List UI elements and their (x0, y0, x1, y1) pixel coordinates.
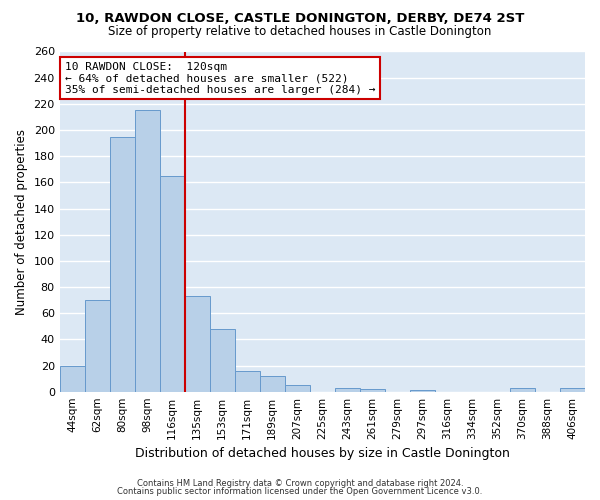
Text: Contains public sector information licensed under the Open Government Licence v3: Contains public sector information licen… (118, 487, 482, 496)
Bar (360, 389, 385, 392)
Bar (185, 296, 210, 392)
Y-axis label: Number of detached properties: Number of detached properties (15, 128, 28, 314)
Bar (235, 370, 260, 392)
Text: 10 RAWDON CLOSE:  120sqm
← 64% of detached houses are smaller (522)
35% of semi-: 10 RAWDON CLOSE: 120sqm ← 64% of detache… (65, 62, 376, 95)
Text: Size of property relative to detached houses in Castle Donington: Size of property relative to detached ho… (109, 25, 491, 38)
Bar (210, 329, 235, 392)
Bar (85, 300, 110, 392)
Bar (135, 110, 160, 392)
Bar (110, 136, 135, 392)
Bar (510, 388, 535, 392)
Bar (335, 388, 360, 392)
X-axis label: Distribution of detached houses by size in Castle Donington: Distribution of detached houses by size … (135, 447, 510, 460)
Bar (59, 366, 85, 392)
Text: Contains HM Land Registry data © Crown copyright and database right 2024.: Contains HM Land Registry data © Crown c… (137, 478, 463, 488)
Bar (160, 176, 185, 392)
Bar (410, 390, 435, 392)
Bar (285, 385, 310, 392)
Bar (560, 388, 585, 392)
Text: 10, RAWDON CLOSE, CASTLE DONINGTON, DERBY, DE74 2ST: 10, RAWDON CLOSE, CASTLE DONINGTON, DERB… (76, 12, 524, 26)
Bar (260, 376, 285, 392)
